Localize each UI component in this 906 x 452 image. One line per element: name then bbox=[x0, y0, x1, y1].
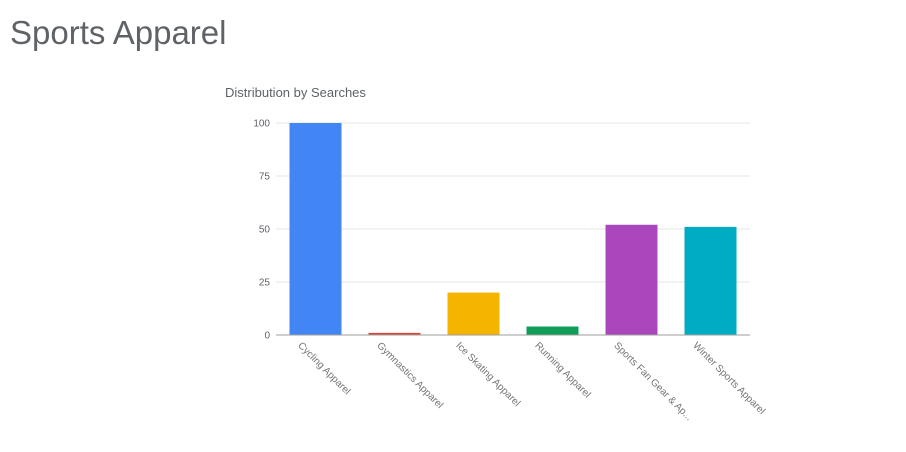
bar-winter-sports-apparel bbox=[684, 226, 737, 335]
chart-title: Distribution by Searches bbox=[225, 85, 366, 100]
x-tick-label: Winter Sports Apparel bbox=[690, 340, 767, 417]
bar-gymnastics-apparel bbox=[368, 332, 421, 335]
x-tick-label: Gymnastics Apparel bbox=[374, 340, 445, 411]
y-tick-label: 0 bbox=[264, 331, 270, 342]
x-tick-label: Running Apparel bbox=[532, 340, 592, 400]
y-tick-label: 50 bbox=[259, 225, 271, 236]
y-tick-label: 100 bbox=[253, 119, 270, 130]
bar-ice-skating-apparel bbox=[447, 292, 500, 335]
x-tick-label: Cycling Apparel bbox=[295, 340, 352, 397]
x-tick-label: Sports Fan Gear & Ap... bbox=[611, 340, 694, 423]
y-tick-label: 75 bbox=[259, 172, 271, 183]
page-title: Sports Apparel bbox=[10, 14, 227, 51]
y-tick-label: 25 bbox=[259, 278, 271, 289]
bar-running-apparel bbox=[526, 326, 579, 335]
bar-sports-fan-gear-ap bbox=[605, 224, 658, 335]
x-tick-label: Ice Skating Apparel bbox=[453, 340, 522, 409]
bar-cycling-apparel bbox=[289, 123, 342, 335]
